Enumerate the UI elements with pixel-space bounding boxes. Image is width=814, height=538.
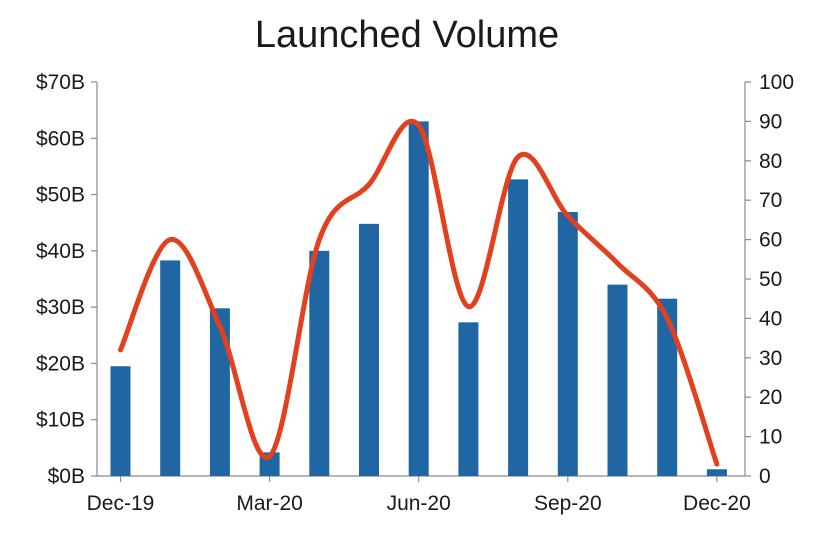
bar: [309, 250, 330, 476]
left-axis-tick-label: $40B: [36, 240, 85, 263]
x-axis-tick-label: Mar-20: [236, 492, 303, 515]
bar: [607, 284, 628, 476]
right-axis-tick-label: 60: [759, 229, 782, 252]
right-axis-tick-label: 100: [759, 71, 794, 94]
bar: [557, 212, 578, 476]
left-axis-tick-label: $10B: [36, 409, 85, 432]
right-axis-tick-label: 40: [759, 307, 782, 330]
right-axis-tick-label: 90: [759, 110, 782, 133]
bar: [657, 298, 678, 476]
right-axis-tick-label: 80: [759, 150, 782, 173]
right-axis-tick-label: 20: [759, 386, 782, 409]
bar: [359, 223, 379, 476]
x-axis-tick-label: Dec-19: [87, 492, 155, 515]
left-axis-tick-label: $60B: [36, 127, 85, 150]
x-axis-tick-label: Jun-20: [387, 492, 451, 515]
x-axis-tick-label: Dec-20: [683, 492, 751, 515]
left-axis-tick-label: $20B: [36, 352, 85, 375]
bar: [508, 179, 529, 477]
right-axis-tick-label: 70: [759, 189, 782, 212]
left-axis-tick-label: $0B: [48, 465, 85, 488]
right-axis-tick-label: 30: [759, 347, 782, 370]
bar: [110, 366, 131, 476]
right-axis-tick-label: 0: [759, 465, 771, 488]
right-axis-tick-label: 50: [759, 268, 782, 291]
bar: [458, 322, 479, 476]
left-axis-tick-label: $70B: [36, 71, 85, 94]
chart-title: Launched Volume: [254, 14, 560, 56]
bar: [408, 121, 429, 477]
x-axis-tick-label: Sep-20: [534, 492, 602, 515]
left-axis-tick-label: $30B: [36, 296, 85, 319]
bar: [160, 260, 181, 476]
left-axis-tick-label: $50B: [36, 184, 85, 207]
right-axis-tick-label: 10: [759, 426, 782, 449]
series-line: [118, 119, 720, 467]
bar: [209, 308, 230, 476]
bar: [706, 469, 727, 476]
